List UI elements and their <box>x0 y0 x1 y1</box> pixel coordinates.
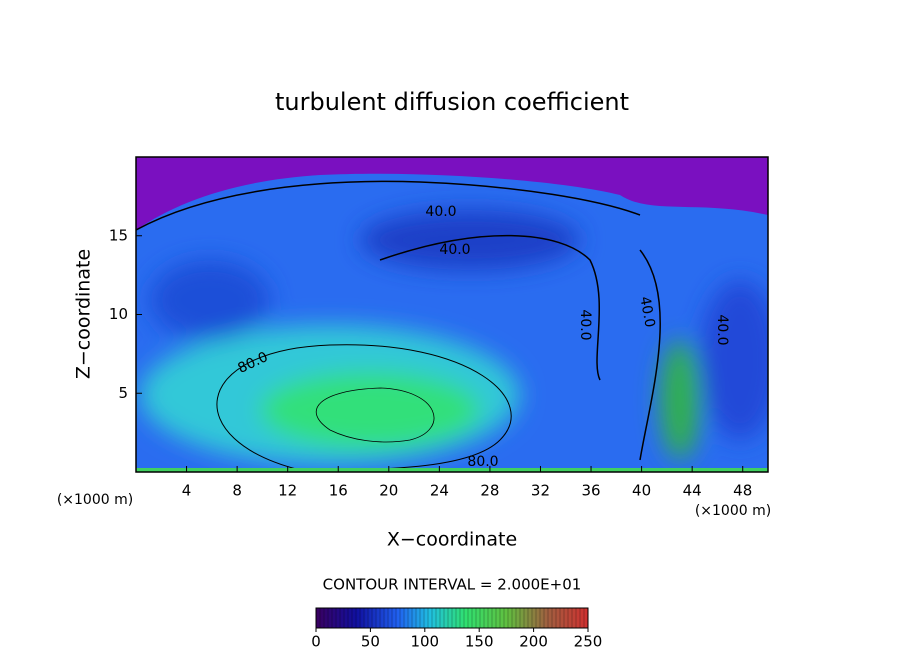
x-tick-label: 20 <box>379 482 398 500</box>
contour-interval: CONTOUR INTERVAL = 2.000E+01 <box>323 576 582 594</box>
y-tick-label: 5 <box>118 384 128 402</box>
x-axis-label: X−coordinate <box>387 529 517 551</box>
contour-label: 40.0 <box>636 295 657 328</box>
colorbar-tick-label: 250 <box>574 633 603 651</box>
y-tick-label: 10 <box>109 305 128 323</box>
x-tick-label: 4 <box>182 482 192 500</box>
y-axis-label: Z−coordinate <box>73 249 95 379</box>
x-tick-label: 40 <box>632 482 651 500</box>
contour-label: 40.0 <box>439 242 470 258</box>
contour-label: 80.0 <box>467 454 498 470</box>
x-tick-label: 12 <box>278 482 297 500</box>
contour-label: 40.0 <box>425 204 456 220</box>
y-unit: (×1000 m) <box>57 492 133 508</box>
x-unit: (×1000 m) <box>695 503 771 519</box>
y-tick-label: 15 <box>109 226 128 244</box>
colorbar-tick-label: 150 <box>465 633 494 651</box>
colorbar-tick-label: 100 <box>410 633 439 651</box>
x-tick-label: 16 <box>329 482 348 500</box>
colorbar-tick-label: 200 <box>519 633 548 651</box>
colorbar-tick-label: 0 <box>311 633 321 651</box>
contour-label: 40.0 <box>714 314 730 345</box>
x-tick-label: 32 <box>531 482 550 500</box>
x-tick-label: 28 <box>480 482 499 500</box>
field-shading <box>140 210 768 465</box>
x-tick-label: 44 <box>683 482 702 500</box>
field-top-band <box>136 157 768 230</box>
field <box>136 157 768 472</box>
x-tick-label: 48 <box>733 482 752 500</box>
contour-label: 40.0 <box>577 309 593 340</box>
chart-title: turbulent diffusion coefficient <box>275 88 629 116</box>
colorbar-tick-label: 50 <box>361 633 380 651</box>
x-tick-label: 8 <box>232 482 242 500</box>
x-tick-label: 36 <box>581 482 600 500</box>
x-tick-label: 24 <box>430 482 449 500</box>
